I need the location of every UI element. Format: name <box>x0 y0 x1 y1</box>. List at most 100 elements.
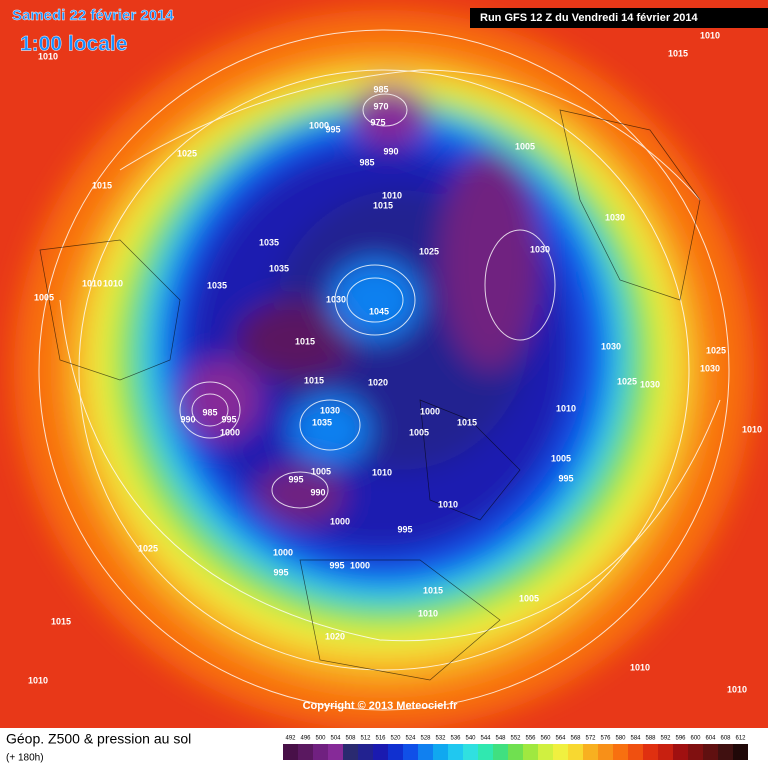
colorbar-swatch <box>433 744 448 760</box>
isobar-label: 1010 <box>700 30 720 40</box>
colorbar-swatch <box>403 744 418 760</box>
isobar-label: 1020 <box>325 631 345 641</box>
isobar-label: 1010 <box>727 684 747 694</box>
isobar-label: 1030 <box>326 294 346 304</box>
colorbar-label: 552 <box>510 736 521 742</box>
isobar-label: 1010 <box>630 662 650 672</box>
isobar-label: 990 <box>383 146 398 156</box>
colorbar-swatch <box>553 744 568 760</box>
isobar-label: 1005 <box>551 453 571 463</box>
colorbar-swatch <box>673 744 688 760</box>
colorbar-label: 560 <box>540 736 551 742</box>
isobar-label: 1035 <box>259 237 279 247</box>
run-box <box>470 8 768 28</box>
colorbar-swatch <box>688 744 703 760</box>
colorbar-swatch <box>538 744 553 760</box>
isobar-label: 1025 <box>617 376 637 386</box>
isobar-label: 1015 <box>373 200 393 210</box>
colorbar-label: 584 <box>630 736 641 742</box>
colorbar-label: 572 <box>585 736 596 742</box>
isobar-label: 1030 <box>640 379 660 389</box>
colorbar-swatch <box>463 744 478 760</box>
isobar-label: 1030 <box>530 244 550 254</box>
isobar-label: 1025 <box>177 148 197 158</box>
colorbar-label: 568 <box>570 736 581 742</box>
isobar-label: 1000 <box>330 516 350 526</box>
isobar-label: 1010 <box>38 51 58 61</box>
isobar-label: 1010 <box>28 675 48 685</box>
colorbar-swatch <box>478 744 493 760</box>
isobar-label: 995 <box>325 124 340 134</box>
colorbar-swatch <box>388 744 403 760</box>
isobar-label: 990 <box>180 414 195 424</box>
isobar-label: 995 <box>221 414 236 424</box>
colorbar-label: 500 <box>315 736 326 742</box>
colorbar-label: 512 <box>360 736 371 742</box>
isobar-label: 1020 <box>368 377 388 387</box>
colorbar-label: 520 <box>390 736 401 742</box>
colorbar-label: 516 <box>375 736 386 742</box>
colorbar-swatch <box>523 744 538 760</box>
colorbar-swatch <box>373 744 388 760</box>
isobar-label: 1005 <box>34 292 54 302</box>
isobar-label: 1010 <box>372 467 392 477</box>
colorbar-swatch <box>568 744 583 760</box>
isobar-label: 970 <box>373 101 388 111</box>
isobar-label: 995 <box>288 474 303 484</box>
isobar-label: 1010 <box>82 278 102 288</box>
isobar-label: 1000 <box>309 120 329 130</box>
colorbar-swatch <box>583 744 598 760</box>
map-time: 1:00 locale <box>20 33 127 56</box>
colorbar-swatch <box>658 744 673 760</box>
colorbar-swatch <box>703 744 718 760</box>
isobar-label: 1045 <box>369 306 389 316</box>
run-info: Run GFS 12 Z du Vendredi 14 février 2014 <box>480 12 699 24</box>
map-field <box>0 0 768 730</box>
colorbar-swatch <box>313 744 328 760</box>
colorbar-label: 540 <box>465 736 476 742</box>
isobar-label: 1030 <box>700 363 720 373</box>
isobar-label: 1015 <box>295 336 315 346</box>
isobar-label: 1025 <box>419 246 439 256</box>
isobar-label: 995 <box>273 567 288 577</box>
isobar-label: 995 <box>397 524 412 534</box>
colorbar-label: 508 <box>345 736 356 742</box>
colorbar-label: 592 <box>660 736 671 742</box>
isobar-label: 985 <box>359 157 374 167</box>
colorbar-swatch <box>448 744 463 760</box>
colorbar-swatch <box>643 744 658 760</box>
colorbar-label: 524 <box>405 736 416 742</box>
isobar-label: 1025 <box>138 543 158 553</box>
isobar-label: 1015 <box>457 417 477 427</box>
colorbar-label: 492 <box>285 736 296 742</box>
isobar-label: 1015 <box>304 375 324 385</box>
colorbar-label: 580 <box>615 736 626 742</box>
isobar-label: 1035 <box>207 280 227 290</box>
colorbar-label: 596 <box>675 736 686 742</box>
isobar-label: 1015 <box>668 48 688 58</box>
isobar-label: 1030 <box>320 405 340 415</box>
isobar-label: 1010 <box>556 403 576 413</box>
colorbar-swatch <box>718 744 733 760</box>
legend-subtitle: (+ 180h) <box>6 753 44 764</box>
colorbar: 492 496 500 504 508 512 516 520 524 528 532 536 540 5… <box>283 736 748 760</box>
isobar-label: 990 <box>310 487 325 497</box>
colorbar-label: 556 <box>525 736 536 742</box>
colorbar-swatch <box>508 744 523 760</box>
colorbar-label: 536 <box>450 736 461 742</box>
isobar-label: 1010 <box>382 190 402 200</box>
isobar-label: 1030 <box>601 341 621 351</box>
colorbar-swatch <box>418 744 433 760</box>
copyright: Copyright © 2013 Meteociel.fr <box>303 700 459 712</box>
map-date: Samedi 22 février 2014 <box>12 7 174 24</box>
colorbar-swatch <box>298 744 313 760</box>
colorbar-label: 612 <box>735 736 746 742</box>
colorbar-label: 528 <box>420 736 431 742</box>
isobar-label: 985 <box>373 84 388 94</box>
isobar-label: 1015 <box>51 616 71 626</box>
isobar-label: 1025 <box>706 345 726 355</box>
isobar-label: 1000 <box>220 427 240 437</box>
isobar-label: 1005 <box>515 141 535 151</box>
isobar-label: 1010 <box>103 278 123 288</box>
